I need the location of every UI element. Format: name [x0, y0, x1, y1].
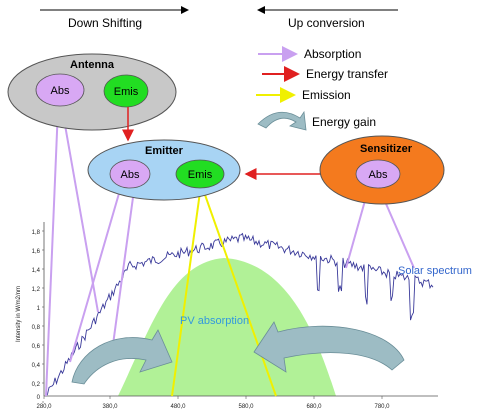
pv-absorption-label: PV absorption	[180, 315, 249, 327]
up-conversion-label: Up conversion	[288, 16, 365, 30]
antenna-node: Antenna Abs Emis	[7, 53, 177, 131]
x-tick-label: 780,0	[374, 404, 390, 410]
legend: Absorption Energy transfer Emission Ener…	[256, 46, 388, 131]
antenna-absorption-line	[45, 107, 59, 397]
x-tick-label: 380,0	[102, 404, 118, 410]
x-tick-label: 680,0	[306, 404, 322, 410]
antenna-abs-label: Abs	[51, 85, 70, 97]
plot-axes	[42, 222, 438, 403]
x-tick-labels: 280,0 380,0 480,0 580,0 680,0 780,0	[36, 404, 390, 410]
y-tick-label: 0,4	[32, 363, 41, 369]
y-tick-label: 0	[37, 395, 41, 401]
emission-line	[203, 191, 277, 397]
y-tick-label: 1,4	[32, 268, 41, 274]
emission-line	[171, 191, 201, 397]
solar-spectrum-line	[45, 232, 434, 397]
y-tick-label: 1,8	[32, 230, 41, 236]
emitter-absorption-line	[69, 189, 121, 363]
emission-lines	[171, 191, 277, 397]
emitter-node: Emitter Abs Emis	[87, 139, 241, 201]
y-tick-label: 1	[37, 306, 41, 312]
legend-energy-transfer-label: Energy transfer	[306, 67, 388, 81]
x-tick-marks	[43, 396, 383, 399]
y-tick-label: 1,6	[32, 249, 41, 255]
absorption-lines	[45, 107, 415, 397]
sensitizer-abs-label: Abs	[369, 169, 388, 181]
antenna-emis-label: Emis	[114, 86, 139, 98]
sensitizer-abs-shape	[355, 159, 401, 189]
antenna-title: Antenna	[70, 59, 115, 71]
x-tick-label: 580,0	[238, 404, 254, 410]
antenna-shape	[7, 53, 177, 131]
energy-gain-arrow-right	[253, 321, 405, 373]
legend-energy-gain-label: Energy gain	[312, 115, 376, 129]
legend-absorption-label: Absorption	[304, 47, 361, 61]
antenna-emis-shape	[103, 74, 149, 108]
energy-gain-arrow-left	[71, 329, 173, 385]
solar-spectrum-label: Solar spectrum	[398, 265, 472, 277]
sensitizer-title: Sensitizer	[360, 143, 413, 155]
x-tick-label: 480,0	[170, 404, 186, 410]
x-tick-label: 280,0	[36, 404, 52, 410]
emitter-emis-shape	[175, 159, 225, 189]
emitter-abs-shape	[109, 159, 151, 189]
legend-emission-label: Emission	[302, 88, 351, 102]
emitter-abs-label: Abs	[121, 169, 140, 181]
y-tick-label: 0,6	[32, 344, 41, 350]
y-tick-label: 1,2	[32, 287, 41, 293]
y-tick-labels: 1,8 1,6 1,4 1,2 1 0,8 0,6 0,4 0,2 0	[32, 230, 41, 401]
down-shifting-label: Down Shifting	[68, 16, 142, 30]
emitter-absorption-line	[111, 189, 135, 353]
emitter-title: Emitter	[145, 145, 184, 157]
y-tick-label: 0,2	[32, 382, 41, 388]
sensitizer-node: Sensitizer Abs	[319, 135, 445, 205]
y-tick-marks	[42, 230, 44, 403]
energy-gain-icon	[257, 110, 307, 131]
antenna-absorption-line	[61, 107, 99, 313]
y-axis-title: Intensity in W/m2/nm	[16, 286, 22, 342]
y-tick-label: 0,8	[32, 325, 41, 331]
emitter-emis-label: Emis	[188, 169, 213, 181]
antenna-abs-shape	[35, 73, 85, 107]
